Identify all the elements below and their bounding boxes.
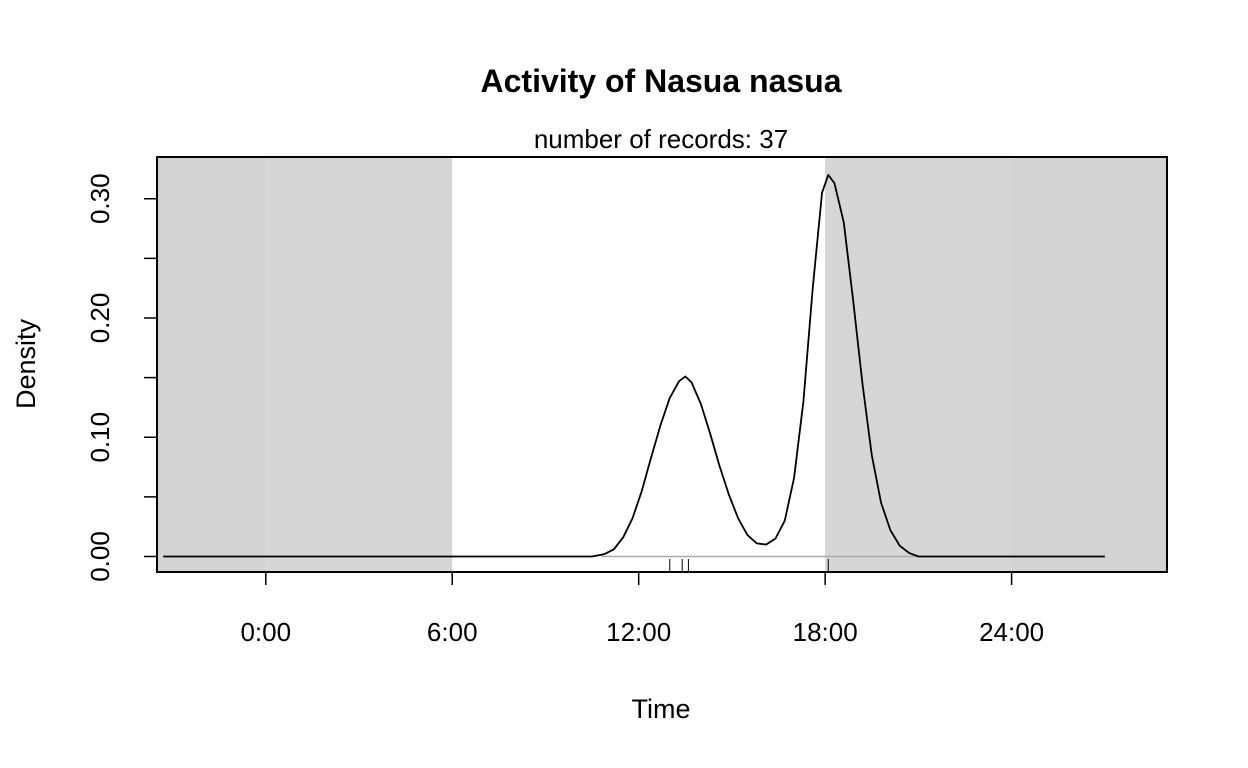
x-tick-label-3: 18:00 <box>793 617 858 647</box>
night-band-3 <box>1011 157 1167 572</box>
y-tick-label-2: 0.20 <box>85 293 115 344</box>
record-rug <box>669 559 829 572</box>
chart-title: Activity of Nasua nasua <box>481 63 842 99</box>
y-tick-label-3: 0.30 <box>85 173 115 224</box>
x-tick-label-4: 24:00 <box>979 617 1044 647</box>
density-curve <box>163 173 1105 558</box>
night-band-2 <box>825 157 1012 572</box>
y-axis: 0.00 0.10 0.20 0.30 <box>85 173 157 582</box>
night-band-0 <box>157 157 266 572</box>
x-axis: 0:00 6:00 12:00 18:00 24:00 <box>240 572 1044 647</box>
density-line-0 <box>163 173 1105 558</box>
x-tick-label-1: 6:00 <box>427 617 478 647</box>
x-axis-label: Time <box>632 694 691 724</box>
night-shading <box>157 157 1167 572</box>
y-tick-label-1: 0.10 <box>85 412 115 463</box>
y-tick-label-0: 0.00 <box>85 531 115 582</box>
chart-subtitle: number of records: 37 <box>534 124 788 154</box>
x-tick-label-0: 0:00 <box>240 617 291 647</box>
x-tick-label-2: 12:00 <box>606 617 671 647</box>
night-band-1 <box>265 157 453 572</box>
y-axis-label: Density <box>11 318 41 409</box>
plot-frame <box>156 156 1168 573</box>
